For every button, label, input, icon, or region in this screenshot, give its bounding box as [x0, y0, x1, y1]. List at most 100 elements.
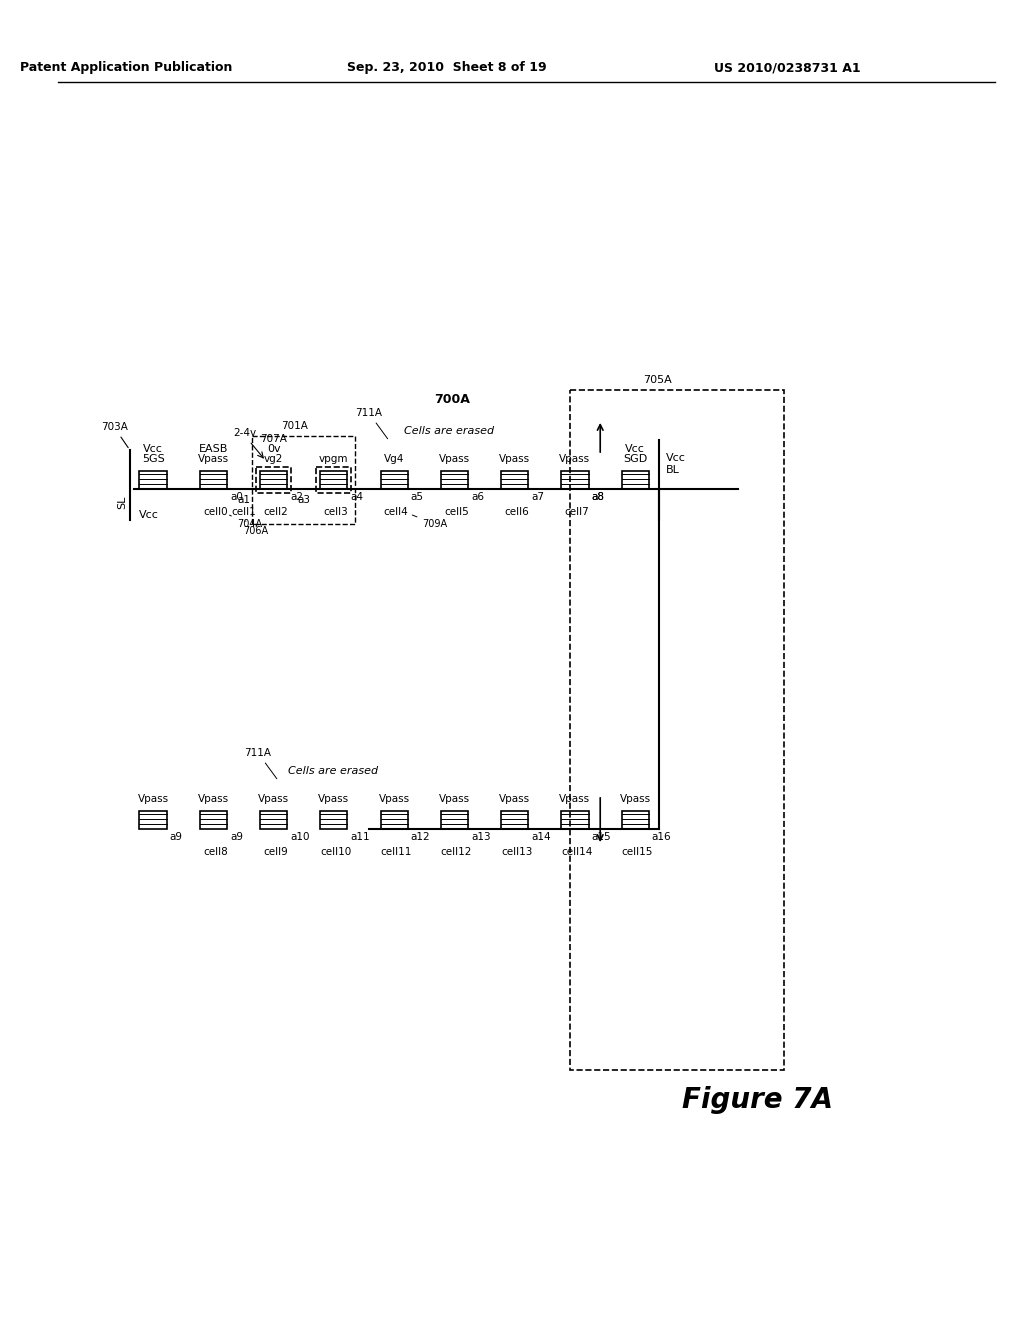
Text: Vcc: Vcc [626, 444, 645, 454]
Text: Vpass: Vpass [198, 795, 229, 804]
Text: Vpass: Vpass [439, 454, 470, 465]
Text: 706A: 706A [244, 521, 268, 536]
Text: a1: a1 [237, 495, 250, 506]
Bar [501, 471, 528, 488]
Text: cell1: cell1 [231, 507, 256, 517]
Text: Vcc: Vcc [143, 444, 163, 454]
Text: 705A: 705A [643, 375, 672, 385]
Text: a6: a6 [471, 492, 484, 502]
Text: 5GS: 5GS [141, 454, 165, 465]
Text: cell13: cell13 [501, 847, 532, 857]
Text: a15: a15 [592, 832, 611, 842]
Text: cell8: cell8 [203, 847, 227, 857]
Text: a3: a3 [297, 495, 310, 506]
Text: a8: a8 [592, 492, 604, 502]
Text: Vpass: Vpass [620, 795, 651, 804]
Bar [200, 471, 227, 488]
Text: a9: a9 [170, 832, 182, 842]
Text: cell3: cell3 [324, 507, 348, 517]
Bar [561, 471, 589, 488]
Text: cell11: cell11 [380, 847, 412, 857]
Text: vpgm: vpgm [319, 454, 348, 465]
Text: SL: SL [117, 495, 127, 508]
Bar [622, 471, 649, 488]
Text: Cells are erased: Cells are erased [403, 426, 494, 436]
Text: a11: a11 [350, 832, 370, 842]
Bar [321, 810, 347, 829]
Text: Vpass: Vpass [137, 795, 169, 804]
Bar [321, 471, 347, 488]
Text: Vpass: Vpass [379, 795, 410, 804]
Text: a13: a13 [471, 832, 490, 842]
Text: cell9: cell9 [263, 847, 288, 857]
Text: US 2010/0238731 A1: US 2010/0238731 A1 [714, 62, 860, 74]
Bar [570, 389, 784, 1071]
Bar [561, 810, 589, 829]
Text: cell7: cell7 [564, 507, 589, 517]
Text: 711A: 711A [355, 408, 388, 438]
Bar [316, 467, 351, 492]
Text: Vpass: Vpass [559, 795, 591, 804]
Text: Vcc: Vcc [667, 453, 686, 463]
Text: Figure 7A: Figure 7A [682, 1086, 834, 1114]
Text: cell5: cell5 [444, 507, 469, 517]
Text: Vpass: Vpass [559, 454, 591, 465]
Bar [381, 471, 408, 488]
Text: Patent Application Publication: Patent Application Publication [19, 62, 232, 74]
Text: a16: a16 [651, 832, 672, 842]
Bar [381, 810, 408, 829]
Text: Vpass: Vpass [439, 795, 470, 804]
Text: Sep. 23, 2010  Sheet 8 of 19: Sep. 23, 2010 Sheet 8 of 19 [347, 62, 547, 74]
Text: 711A: 711A [245, 748, 276, 779]
Text: vg2: vg2 [264, 454, 284, 465]
Text: 704A: 704A [229, 515, 262, 529]
Bar [440, 471, 468, 488]
Bar [501, 810, 528, 829]
Text: SGD: SGD [623, 454, 647, 465]
Text: 2-4v: 2-4v [232, 428, 256, 438]
Text: 701A: 701A [282, 421, 308, 432]
Text: a0: a0 [230, 492, 243, 502]
Bar [252, 436, 355, 524]
Text: a10: a10 [290, 832, 309, 842]
Bar [139, 810, 167, 829]
Text: Vpass: Vpass [499, 795, 530, 804]
Text: a7: a7 [531, 492, 544, 502]
Text: 703A: 703A [100, 422, 128, 447]
Text: 700A: 700A [434, 393, 470, 407]
Text: 709A: 709A [413, 515, 447, 529]
Text: cell0: cell0 [203, 507, 227, 517]
Bar [200, 810, 227, 829]
Text: a12: a12 [411, 832, 430, 842]
Text: 707A: 707A [260, 434, 287, 444]
Text: 0v: 0v [267, 444, 281, 454]
Bar [260, 471, 288, 488]
Text: Vpass: Vpass [499, 454, 530, 465]
Text: Cells are erased: Cells are erased [288, 766, 378, 776]
Bar [256, 467, 291, 492]
Text: cell10: cell10 [321, 847, 351, 857]
Bar [622, 810, 649, 829]
Text: cell2: cell2 [263, 507, 288, 517]
Text: a9: a9 [230, 832, 243, 842]
Text: Vpass: Vpass [318, 795, 349, 804]
Text: a5: a5 [411, 492, 424, 502]
Text: cell15: cell15 [622, 847, 653, 857]
Text: cell6: cell6 [504, 507, 529, 517]
Bar [139, 471, 167, 488]
Text: BL: BL [667, 465, 680, 475]
Text: Vg4: Vg4 [384, 454, 404, 465]
Text: cell14: cell14 [561, 847, 593, 857]
Text: a2: a2 [290, 492, 303, 502]
Text: Vcc: Vcc [139, 510, 159, 520]
Text: a8: a8 [592, 492, 604, 502]
Text: Vpass: Vpass [258, 795, 289, 804]
Text: a4: a4 [350, 492, 364, 502]
Text: cell12: cell12 [440, 847, 472, 857]
Text: Vpass: Vpass [198, 454, 229, 465]
Text: a14: a14 [531, 832, 551, 842]
Text: cell4: cell4 [384, 507, 409, 517]
Text: EASB: EASB [199, 444, 228, 454]
Bar [260, 810, 288, 829]
Bar [440, 810, 468, 829]
